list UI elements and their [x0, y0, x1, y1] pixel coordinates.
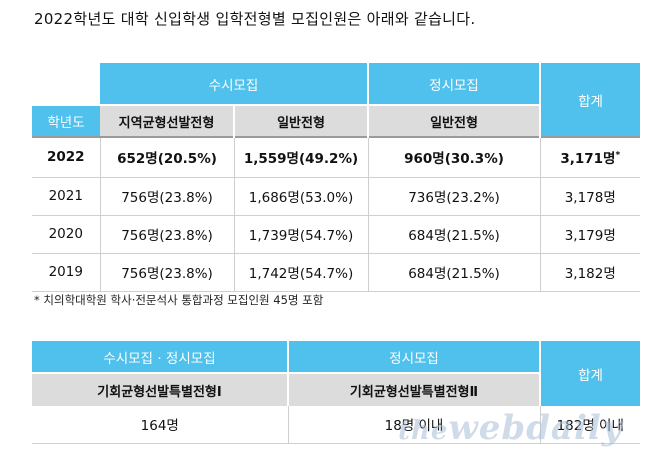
regional-cell: 756명(23.8%): [99, 177, 234, 216]
opportunity-1-value: 164명: [32, 406, 288, 444]
opportunity-2-value: 18명 이내: [287, 406, 540, 444]
year-cell: 2021: [32, 177, 100, 216]
opportunity-balance-table: 수시모집 · 정시모집 정시모집 합계 기회균형선발특별전형Ⅰ 기회균형선발특별…: [32, 341, 640, 444]
general-jeongsi-cell: 736명(23.2%): [367, 177, 540, 216]
table-row: 164명 18명 이내 182명 이내: [32, 406, 640, 444]
general-jeongsi-cell: 684명(21.5%): [367, 253, 540, 292]
subheader-opportunity-2: 기회균형선발특별전형Ⅱ: [287, 372, 540, 406]
general-jeongsi-cell: 960명(30.3%): [367, 136, 540, 178]
subheader-general-susi: 일반전형: [233, 104, 368, 137]
subheader-opportunity-1: 기회균형선발특별전형Ⅰ: [32, 372, 288, 406]
intro-text: 2022학년도 대학 신입학생 입학전형별 모집인원은 아래와 같습니다.: [34, 10, 476, 28]
total-cell: 3,182명: [539, 253, 640, 292]
header-susi: 수시모집: [100, 63, 368, 105]
footnote: * 치의학대학원 학사·전문석사 통합과정 모집인원 45명 포함: [34, 293, 324, 307]
total-cell: 3,171명*: [539, 136, 640, 178]
header-susi-jeongsi: 수시모집 · 정시모집: [32, 341, 288, 373]
total-cell: 3,179명: [539, 215, 640, 254]
regional-cell: 756명(23.8%): [99, 215, 234, 254]
general-susi-cell: 1,739명(54.7%): [233, 215, 368, 254]
header-jeongsi: 정시모집: [367, 63, 540, 105]
regional-cell: 756명(23.8%): [99, 253, 234, 292]
general-susi-cell: 1,742명(54.7%): [233, 253, 368, 292]
general-jeongsi-cell: 684명(21.5%): [367, 215, 540, 254]
general-susi-cell: 1,559명(49.2%): [233, 136, 368, 178]
footnote-mark: *: [615, 150, 621, 161]
year-cell: 2020: [32, 215, 100, 254]
table-row: 2021 756명(23.8%) 1,686명(53.0%) 736명(23.2…: [32, 177, 640, 216]
regional-cell: 652명(20.5%): [99, 136, 234, 178]
table-row: 2019 756명(23.8%) 1,742명(54.7%) 684명(21.5…: [32, 253, 640, 292]
opportunity-total-value: 182명 이내: [539, 406, 640, 444]
table-row: 2022 652명(20.5%) 1,559명(49.2%) 960명(30.3…: [32, 136, 640, 178]
header-total: 합계: [539, 341, 640, 406]
subheader-general-jeongsi: 일반전형: [367, 104, 540, 137]
year-cell: 2022: [32, 136, 100, 178]
general-susi-cell: 1,686명(53.0%): [233, 177, 368, 216]
header-jeongsi: 정시모집: [287, 341, 540, 373]
subheader-regional: 지역균형선발전형: [100, 104, 234, 137]
admission-quota-table: 수시모집 정시모집 합계 학년도 지역균형선발전형 일반전형 일반전형 2022…: [32, 63, 640, 292]
total-value: 3,171명: [560, 151, 616, 168]
header-total: 합계: [539, 63, 640, 137]
header-year: 학년도: [32, 104, 100, 137]
year-cell: 2019: [32, 253, 100, 292]
table-row: 2020 756명(23.8%) 1,739명(54.7%) 684명(21.5…: [32, 215, 640, 254]
total-cell: 3,178명: [539, 177, 640, 216]
